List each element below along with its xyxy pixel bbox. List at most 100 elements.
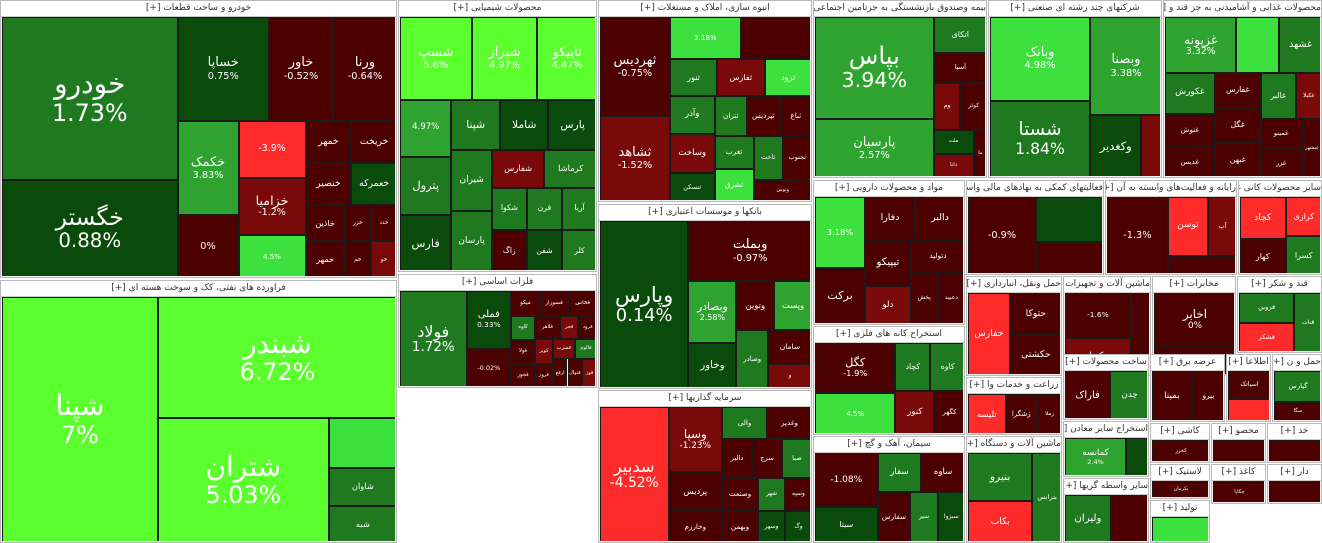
stock-tile[interactable]: فوز (582, 358, 595, 386)
stock-tile[interactable]: وپارس 0.14% (600, 221, 689, 387)
stock-tile[interactable]: ثاخت (753, 135, 783, 180)
stock-tile[interactable]: وتوین (736, 281, 775, 331)
stock-tile[interactable]: ثشرق (714, 168, 754, 200)
stock-tile[interactable]: میکو (511, 291, 540, 317)
stock-tile[interactable]: زملا (1036, 394, 1060, 433)
stock-tile[interactable]: وبصنا 3.38% (1090, 17, 1160, 116)
stock-tile[interactable]: سیتا (815, 507, 878, 541)
stock-tile[interactable]: غبهن (1214, 143, 1261, 176)
stock-tile[interactable]: 3.18% (815, 197, 865, 269)
stock-tile[interactable]: کاوه (930, 343, 963, 392)
stock-tile[interactable]: -0.02% (466, 349, 512, 386)
stock-tile[interactable]: کچاد (895, 343, 931, 392)
sector-title[interactable]: عرضه برق [+] (1151, 355, 1224, 371)
stock-tile[interactable]: شیران (451, 150, 492, 212)
stock-tile[interactable]: برکت (815, 268, 865, 323)
stock-tile[interactable]: ورنا -0.64% (332, 17, 395, 122)
stock-tile[interactable]: خریخت (351, 121, 395, 164)
stock-tile[interactable]: شاملا (499, 99, 549, 151)
stock-tile[interactable]: کخزر (1152, 440, 1208, 461)
sector-title[interactable]: انبوه سازی، املاک و مستغلات [+] (599, 1, 811, 17)
stock-tile[interactable]: غکیلا (1295, 73, 1320, 120)
stock-tile[interactable]: دالبر (722, 439, 753, 479)
stock-tile[interactable]: قرن (526, 187, 562, 230)
stock-tile[interactable]: چدن (1110, 371, 1147, 418)
sector-title[interactable]: فراورده های نفتی، کک و سوخت هسته ای [+] (1, 281, 396, 297)
stock-tile[interactable]: خاور -0.52% (268, 17, 333, 122)
sector-title[interactable]: ماشین آلات و تجهیزات [+] (1064, 277, 1150, 293)
stock-tile[interactable]: اسیاتک (1228, 371, 1269, 400)
stock-tile[interactable] (1269, 481, 1320, 502)
stock-tile[interactable]: فارس (400, 214, 452, 270)
sector-title[interactable]: ماشین آلات و دستگاه [+] (967, 437, 1061, 453)
sector-title[interactable]: اطلاعا [+] (1227, 355, 1270, 371)
stock-tile[interactable]: خودرو 1.73% (2, 17, 178, 181)
stock-tile[interactable]: دلو (865, 286, 911, 323)
stock-tile[interactable]: توسن (1167, 197, 1209, 256)
stock-tile[interactable] (1130, 293, 1149, 374)
stock-tile[interactable]: ساوه (921, 453, 963, 492)
stock-tile[interactable] (1141, 115, 1160, 176)
stock-tile[interactable]: وپست (774, 281, 810, 331)
stock-tile[interactable]: کمانسه 2.4% (1065, 438, 1127, 475)
stock-tile[interactable]: دعبید (937, 272, 963, 323)
stock-tile[interactable]: خو (370, 241, 395, 276)
stock-tile[interactable]: ثرود (764, 59, 810, 96)
stock-tile[interactable]: فلاهر (535, 316, 560, 340)
stock-tile[interactable]: وساخت (669, 134, 715, 174)
sector-title[interactable]: محصو [+] (1212, 424, 1265, 440)
stock-tile[interactable]: وبانک 4.98% (990, 17, 1090, 101)
stock-tile[interactable]: خاذین (305, 204, 345, 242)
sector-title[interactable]: خد [+] (1268, 424, 1321, 440)
stock-tile[interactable] (1269, 440, 1320, 461)
stock-tile[interactable]: پخش (910, 272, 938, 323)
stock-tile[interactable]: ثپردیس (747, 95, 780, 136)
stock-tile[interactable]: غگل (1214, 108, 1261, 144)
stock-tile[interactable]: کاوه (511, 316, 536, 341)
sector-title[interactable]: لاستیک [+] (1151, 465, 1209, 481)
stock-tile[interactable]: 3.18% (669, 17, 741, 60)
stock-tile[interactable]: صبا (782, 439, 810, 479)
stock-tile[interactable]: آپ (1208, 197, 1235, 256)
sector-title[interactable]: بیمه وصندوق بازنشستگی به جزتامین اجتماعی… (814, 1, 986, 17)
stock-tile[interactable]: ارفع (552, 358, 568, 386)
stock-tile[interactable]: خمهر (305, 241, 345, 276)
stock-tile[interactable]: شکوا (491, 187, 527, 230)
stock-tile[interactable]: وسپه (785, 478, 810, 511)
stock-tile[interactable]: وبصادر 2.58% (688, 281, 737, 343)
stock-tile[interactable]: گپارس (1274, 371, 1320, 402)
stock-tile[interactable]: غشهد (1279, 17, 1320, 74)
stock-tile[interactable]: فملی 0.33% (466, 291, 512, 350)
stock-tile[interactable]: کنور (895, 391, 935, 433)
stock-tile[interactable]: زاگ (491, 229, 527, 270)
stock-tile[interactable]: خعمرکه (351, 163, 395, 205)
stock-tile[interactable]: وتوس (753, 179, 810, 200)
sector-title[interactable]: مخابرات [+] (1153, 277, 1235, 293)
stock-tile[interactable]: ثهردیس -0.75% (600, 17, 670, 116)
stock-tile[interactable]: فسرب (552, 339, 575, 359)
stock-tile[interactable]: غزر (1260, 148, 1302, 176)
stock-tile[interactable]: غمینو (1260, 119, 1302, 149)
stock-tile[interactable]: پترول (400, 157, 452, 215)
stock-tile[interactable]: -1.6% (1065, 293, 1131, 338)
stock-tile[interactable]: ثغرب (714, 135, 754, 169)
stock-tile[interactable]: خزر (344, 204, 371, 242)
stock-tile[interactable]: دانا (933, 154, 974, 176)
stock-tile[interactable]: 4.5% (815, 393, 896, 433)
stock-tile[interactable]: تاپیکو 4.47% (537, 17, 595, 100)
stock-tile[interactable]: کویر (535, 339, 553, 364)
stock-tile[interactable]: وخاور (688, 342, 737, 387)
stock-tile[interactable]: خمهر (305, 121, 352, 164)
stock-tile[interactable]: آریا (561, 187, 595, 230)
stock-tile[interactable] (1036, 197, 1102, 242)
stock-tile[interactable]: غالبر (1260, 73, 1296, 120)
stock-tile[interactable]: چکاپا (1213, 481, 1264, 502)
stock-tile[interactable]: شتران 5.03% (157, 418, 329, 541)
stock-tile[interactable]: شهر (758, 478, 785, 511)
stock-tile[interactable] (1126, 438, 1147, 475)
stock-tile[interactable]: وصنعت (722, 478, 759, 511)
stock-tile[interactable]: خم (344, 241, 371, 276)
sector-title[interactable]: محصولات غذایی و آشامیدنی به جز قند و [+] (1164, 1, 1321, 17)
stock-tile[interactable]: ثنور (669, 59, 718, 96)
stock-tile[interactable]: سبزوا (937, 491, 963, 541)
